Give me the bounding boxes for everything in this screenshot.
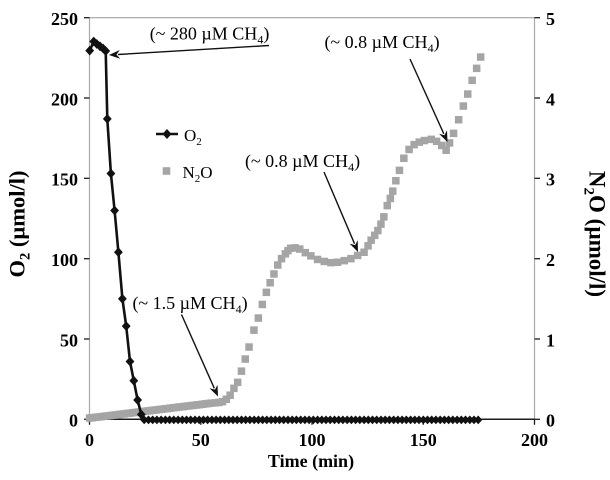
svg-text:4: 4 xyxy=(546,89,555,109)
svg-text:3: 3 xyxy=(546,170,555,190)
svg-text:N2O: N2O xyxy=(183,163,213,185)
svg-text:(~ 280 µM CH4): (~ 280 µM CH4) xyxy=(150,24,270,47)
svg-text:200: 200 xyxy=(51,89,78,109)
svg-text:0: 0 xyxy=(85,430,94,450)
svg-text:2: 2 xyxy=(546,250,555,270)
svg-text:(~ 0.8 µM CH4): (~ 0.8 µM CH4) xyxy=(324,32,439,55)
svg-text:Time (min): Time (min) xyxy=(268,451,354,472)
svg-text:150: 150 xyxy=(410,430,437,450)
svg-text:(~ 0.8 µM CH4): (~ 0.8 µM CH4) xyxy=(245,151,360,174)
svg-text:150: 150 xyxy=(51,170,78,190)
svg-text:100: 100 xyxy=(299,430,326,450)
svg-text:(~ 1.5 µM CH4): (~ 1.5 µM CH4) xyxy=(132,293,247,316)
svg-text:200: 200 xyxy=(521,430,548,450)
svg-text:5: 5 xyxy=(546,9,555,29)
svg-text:250: 250 xyxy=(51,9,78,29)
svg-text:50: 50 xyxy=(60,330,78,350)
svg-text:100: 100 xyxy=(51,250,78,270)
svg-text:O2 (µmol/l): O2 (µmol/l) xyxy=(5,170,34,277)
svg-text:0: 0 xyxy=(69,411,78,431)
svg-text:50: 50 xyxy=(192,430,210,450)
svg-text:0: 0 xyxy=(546,411,555,431)
svg-text:1: 1 xyxy=(546,330,555,350)
